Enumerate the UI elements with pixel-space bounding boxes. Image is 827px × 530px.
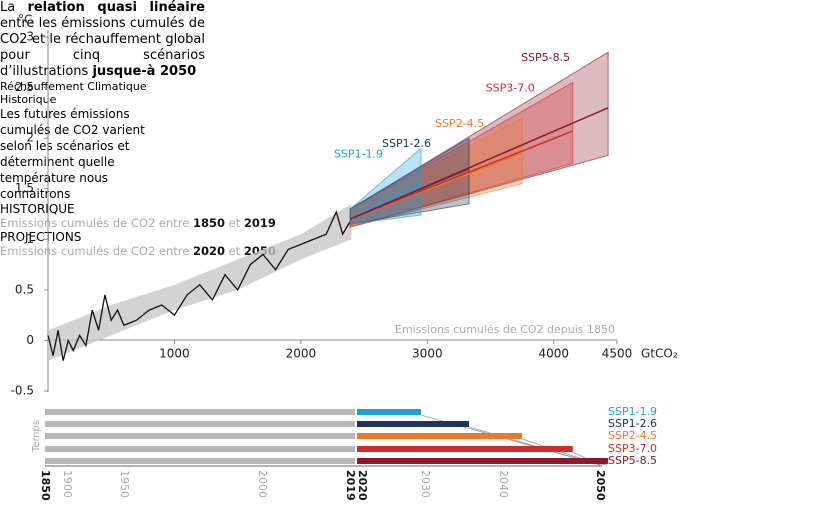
- timeline-axis-label: Temps: [31, 420, 42, 453]
- annotation-run: La: [0, 0, 28, 15]
- caption-run: 2019: [243, 216, 276, 230]
- scenario-label: SSP3-7.0: [486, 82, 535, 95]
- caption-title: PROJECTIONS: [0, 230, 82, 244]
- caption-run: et: [225, 244, 244, 258]
- x-tick-label: 2000: [286, 347, 317, 361]
- annotation-run: relation quasi linéaire: [27, 0, 205, 15]
- caption-run: Emissions cumulés de CO2 entre: [0, 216, 193, 230]
- y-tick-label: 1: [26, 232, 34, 246]
- y-unit: °C: [18, 13, 32, 27]
- x-tick-label: 4000: [539, 347, 570, 361]
- scenario-label: SSP1-2.6: [382, 137, 431, 150]
- y-tick-label: 2: [26, 131, 34, 145]
- timeline-tick-label: 2020: [356, 470, 369, 501]
- caption-run: 1850: [193, 216, 226, 230]
- history-bar: [45, 433, 355, 439]
- y-tick-label: 0: [26, 333, 34, 347]
- history-bar: [45, 409, 355, 415]
- y-tick-label: 2.5: [15, 80, 34, 94]
- timeline-note: Les futures émissions cumulés de CO2 var…: [0, 107, 145, 201]
- caption-run: Emissions cumulés de CO2 entre: [0, 244, 193, 258]
- timeline-tick-label: 2050: [594, 470, 607, 501]
- projection-bar: [357, 421, 470, 427]
- scenario-line: [349, 130, 574, 220]
- y-tick-label: 0.5: [15, 282, 34, 296]
- scenario-line: [349, 107, 609, 220]
- caption-title: HISTORIQUE: [0, 202, 75, 216]
- timeline-legend: SSP2-4.5: [608, 429, 657, 442]
- timeline-tick-label: 2030: [419, 470, 432, 498]
- x-tick-label: 4500: [602, 347, 633, 361]
- caption-run: 2020: [193, 244, 226, 258]
- timeline-legend: SSP5-8.5: [608, 454, 657, 467]
- projection-connector: [599, 463, 609, 466]
- y-tick-label: 3: [26, 30, 34, 44]
- annotation-run: jusque-à 2050: [92, 64, 197, 79]
- scenario-label: SSP2-4.5: [435, 117, 484, 130]
- projection-bar: [357, 433, 523, 439]
- history-bar: [45, 421, 355, 427]
- annotation-run: entre les émissions cumulés de CO2 et le…: [0, 16, 205, 79]
- caption-run: et: [225, 216, 244, 230]
- history-bar: [45, 446, 355, 452]
- projection-bar: [357, 409, 422, 415]
- x-note: Emissions cumulés de CO2 depuis 1850: [395, 323, 615, 336]
- x-tick-label: 1000: [159, 347, 190, 361]
- caption-text: Emissions cumulés de CO2 entre 1850 et 2…: [0, 216, 827, 230]
- timeline-legend: SSP1-1.9: [608, 405, 657, 418]
- timeline-tick-label: 1900: [61, 470, 74, 498]
- history-label: Réchauffement Climatique Historique: [0, 80, 147, 106]
- y-tick-label: 1.5: [15, 181, 34, 195]
- timeline-tick-label: 1950: [118, 470, 131, 498]
- scenario-label: SSP1-1.9: [334, 147, 383, 160]
- timeline-tick-label: 2040: [497, 470, 510, 498]
- timeline-tick-label: 2000: [256, 470, 269, 498]
- projection-bar: [357, 458, 609, 464]
- x-unit: GtCO₂: [641, 347, 678, 361]
- history-bar: [45, 458, 355, 464]
- annotation: La relation quasi linéaire entre les émi…: [0, 0, 205, 80]
- timeline-tick-label: 1850: [39, 470, 52, 501]
- timeline-legend: SSP3-7.0: [608, 442, 657, 455]
- timeline-tick-label: 2019: [344, 470, 357, 501]
- x-tick-label: 3000: [412, 347, 443, 361]
- scenario-label: SSP5-8.5: [521, 51, 570, 64]
- history-line: [47, 210, 353, 361]
- projection-bar: [357, 446, 573, 452]
- history-band: [48, 203, 352, 361]
- y-tick-label: -0.5: [11, 384, 34, 398]
- timeline-legend: SSP1-2.6: [608, 417, 657, 430]
